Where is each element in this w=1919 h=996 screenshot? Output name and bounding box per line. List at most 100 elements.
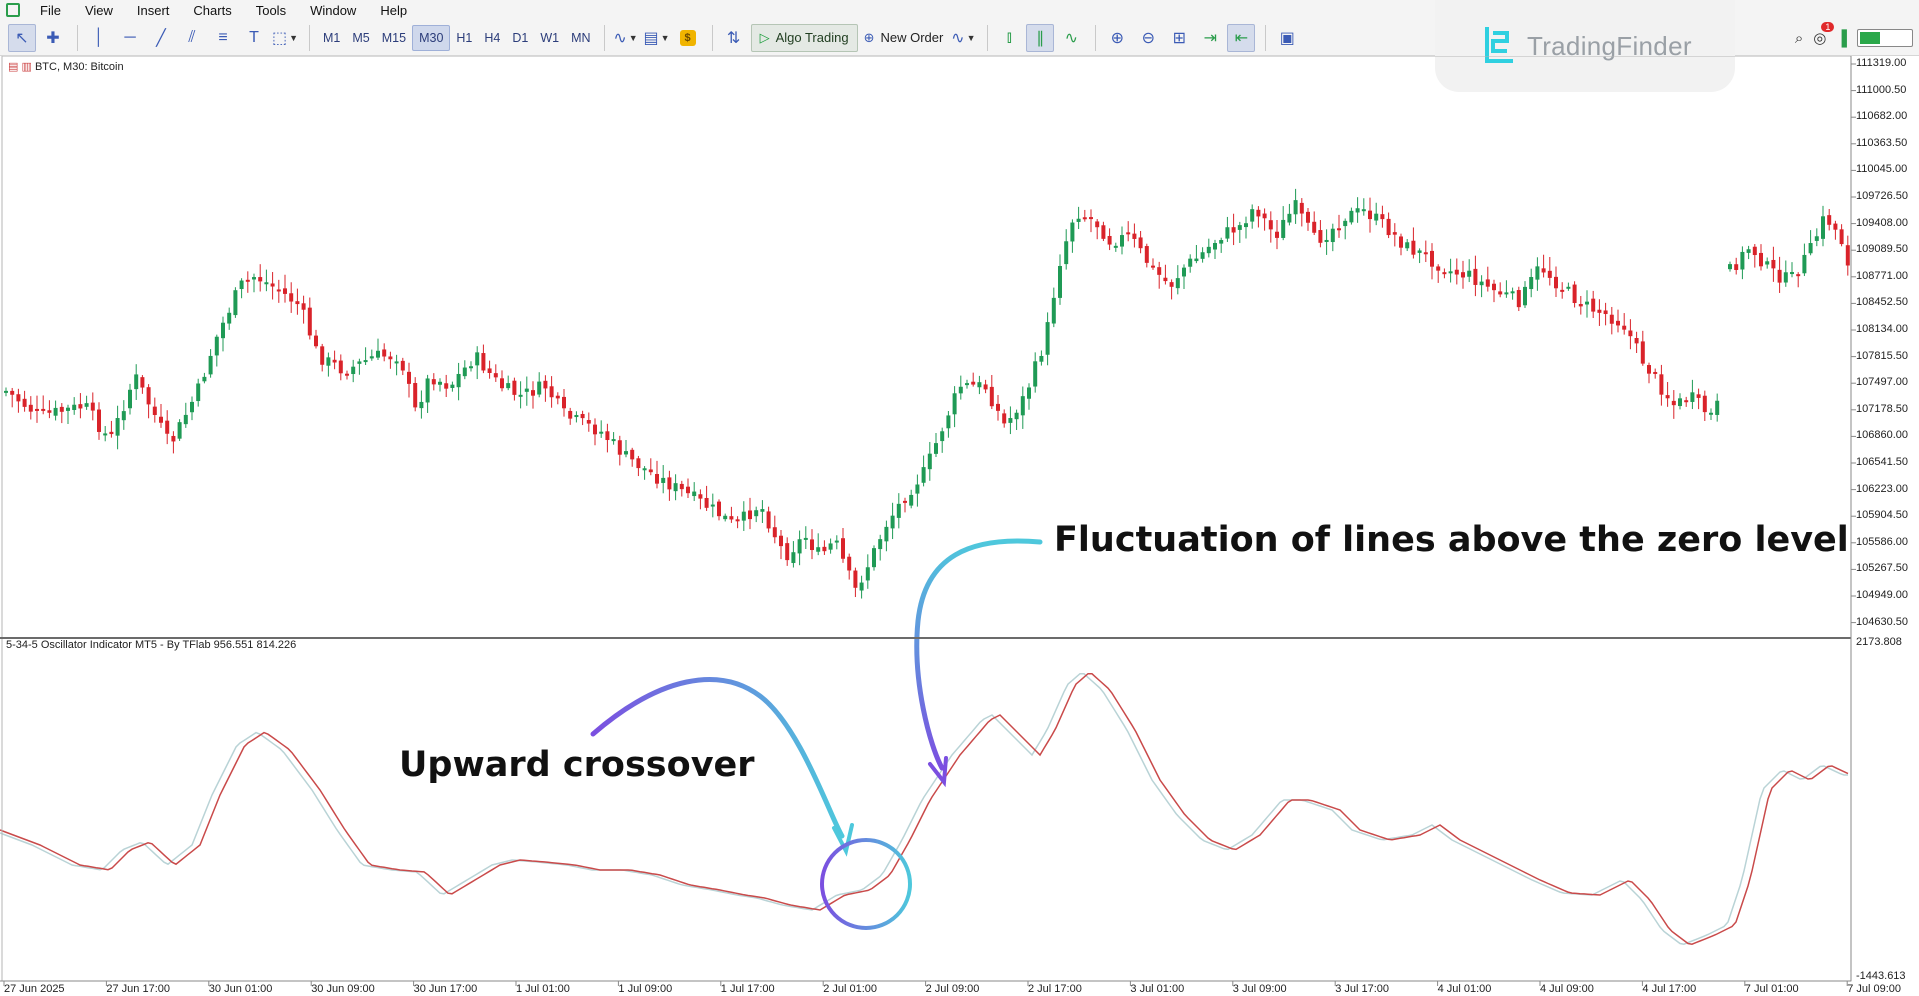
candle-body [159, 416, 163, 423]
screenshot-icon[interactable]: ▣ [1279, 29, 1295, 47]
menu-window[interactable]: Window [310, 2, 357, 18]
candle-body [1219, 240, 1224, 244]
candle [1461, 260, 1465, 289]
menu-tools[interactable]: Tools [255, 2, 287, 18]
zoom-in-icon[interactable]: ⊕ [1110, 29, 1125, 47]
candle-body [884, 526, 889, 542]
one-click-trading-icon[interactable]: ⇅ [726, 29, 741, 47]
candle [1479, 275, 1484, 298]
candle [444, 374, 449, 397]
timeframe-h4[interactable]: H4 [484, 30, 501, 45]
candle-body [748, 510, 752, 520]
candle [1597, 299, 1602, 326]
candle-body [202, 376, 207, 382]
candle [462, 360, 467, 380]
candle [679, 480, 684, 497]
timeframe-d1[interactable]: D1 [512, 30, 529, 45]
candle-body [332, 359, 337, 363]
candle-body [128, 389, 132, 409]
chart-area[interactable]: ▤ ▥ BTC, M30: Bitcoin 5-34-5 Oscillator … [0, 56, 1919, 996]
candle-body [772, 527, 777, 538]
timeframe-h1[interactable]: H1 [456, 30, 473, 45]
candle-body [946, 415, 951, 429]
notifications-icon[interactable]: ◎ 1 [1813, 22, 1835, 47]
candle-body [1783, 272, 1788, 283]
candle [1231, 213, 1236, 246]
candle-body [1132, 233, 1137, 239]
candle-body [1461, 272, 1465, 278]
price-tick: 105904.50 [1856, 509, 1908, 522]
new-order-button[interactable]: ⊕ New Order [858, 24, 950, 52]
candle-body [140, 377, 145, 388]
candle-body [338, 360, 343, 374]
trend-line-icon[interactable]: ╱ [156, 29, 166, 47]
candlestick-chart-icon[interactable]: ∥ [1026, 23, 1055, 52]
candle-body [1603, 310, 1608, 315]
chart-type-icon[interactable]: ▥ [21, 61, 32, 73]
candle-body [1312, 221, 1317, 233]
candle [903, 497, 907, 513]
candle-body [1002, 413, 1007, 424]
menu-file[interactable]: File [40, 2, 61, 18]
candle-body [66, 407, 70, 411]
menu-help[interactable]: Help [380, 2, 408, 18]
candle [1430, 243, 1434, 280]
timeframe-w1[interactable]: W1 [540, 30, 560, 45]
channel-icon[interactable]: ⫽ [188, 28, 196, 46]
candle [4, 387, 8, 397]
candle [686, 478, 690, 499]
candle-body [841, 538, 845, 559]
timeframe-m15[interactable]: M15 [381, 30, 407, 45]
horizontal-line-icon[interactable]: ─ [124, 28, 136, 46]
candle [438, 378, 442, 392]
menu-view[interactable]: View [84, 2, 113, 18]
signals-icon[interactable]: ∿ ▼ [951, 29, 976, 47]
template-icon[interactable]: ▤ ▼ [643, 29, 670, 47]
timeframe-m1[interactable]: M1 [323, 30, 341, 45]
fibonacci-icon[interactable]: ≡ [218, 28, 228, 46]
candle [1845, 235, 1850, 276]
indicator-icon[interactable]: ∿ ▼ [613, 29, 638, 47]
bar-chart-icon[interactable]: ⫾ [1006, 28, 1012, 46]
shapes-icon[interactable]: ⬚ ▼ [271, 29, 299, 47]
chart-canvas[interactable] [0, 56, 1919, 996]
chart-shift-icon[interactable]: ⇤ [1227, 23, 1256, 52]
candle [1616, 309, 1620, 333]
candle [1808, 230, 1813, 256]
market-icon[interactable]: $ [674, 24, 702, 52]
candle-body [729, 516, 734, 520]
candle-body [475, 352, 480, 366]
candle [1312, 211, 1317, 236]
menu-insert[interactable]: Insert [136, 2, 170, 18]
candle [1442, 268, 1447, 279]
candle [1554, 266, 1558, 297]
timeframe-m30[interactable]: M30 [412, 24, 451, 51]
zoom-out-icon[interactable]: ⊖ [1141, 29, 1156, 47]
text-tool-icon[interactable]: T [249, 28, 259, 46]
cursor-icon[interactable]: ↖ [8, 23, 36, 52]
price-tick: 109408.00 [1856, 216, 1908, 229]
vertical-line-icon[interactable]: │ [94, 28, 104, 46]
chart-menu-icon[interactable]: ▤ [8, 61, 19, 73]
candle [586, 412, 591, 432]
timeframe-mn[interactable]: MN [571, 30, 591, 45]
candle [1566, 282, 1571, 291]
candle-body [121, 411, 126, 421]
search-icon[interactable]: ⌕ [1794, 29, 1804, 47]
crosshair-icon[interactable]: ✚ [46, 29, 60, 47]
candle-body [692, 491, 697, 497]
algo-trading-button[interactable]: ▷ Algo Trading [750, 23, 858, 52]
autoscroll-icon[interactable]: ⇥ [1203, 29, 1218, 47]
candle [1827, 209, 1832, 231]
menu-charts[interactable]: Charts [193, 2, 232, 18]
timeframe-m5[interactable]: M5 [352, 30, 370, 45]
candle [748, 497, 752, 530]
candle-body [878, 539, 883, 550]
candle-body [1188, 258, 1193, 267]
line-chart-icon[interactable]: ∿ [1064, 29, 1079, 47]
candle-body [785, 543, 790, 561]
candle-body [996, 403, 1000, 411]
grid-icon[interactable]: ⊞ [1172, 29, 1187, 47]
candle [128, 383, 132, 415]
candle-body [35, 408, 39, 411]
